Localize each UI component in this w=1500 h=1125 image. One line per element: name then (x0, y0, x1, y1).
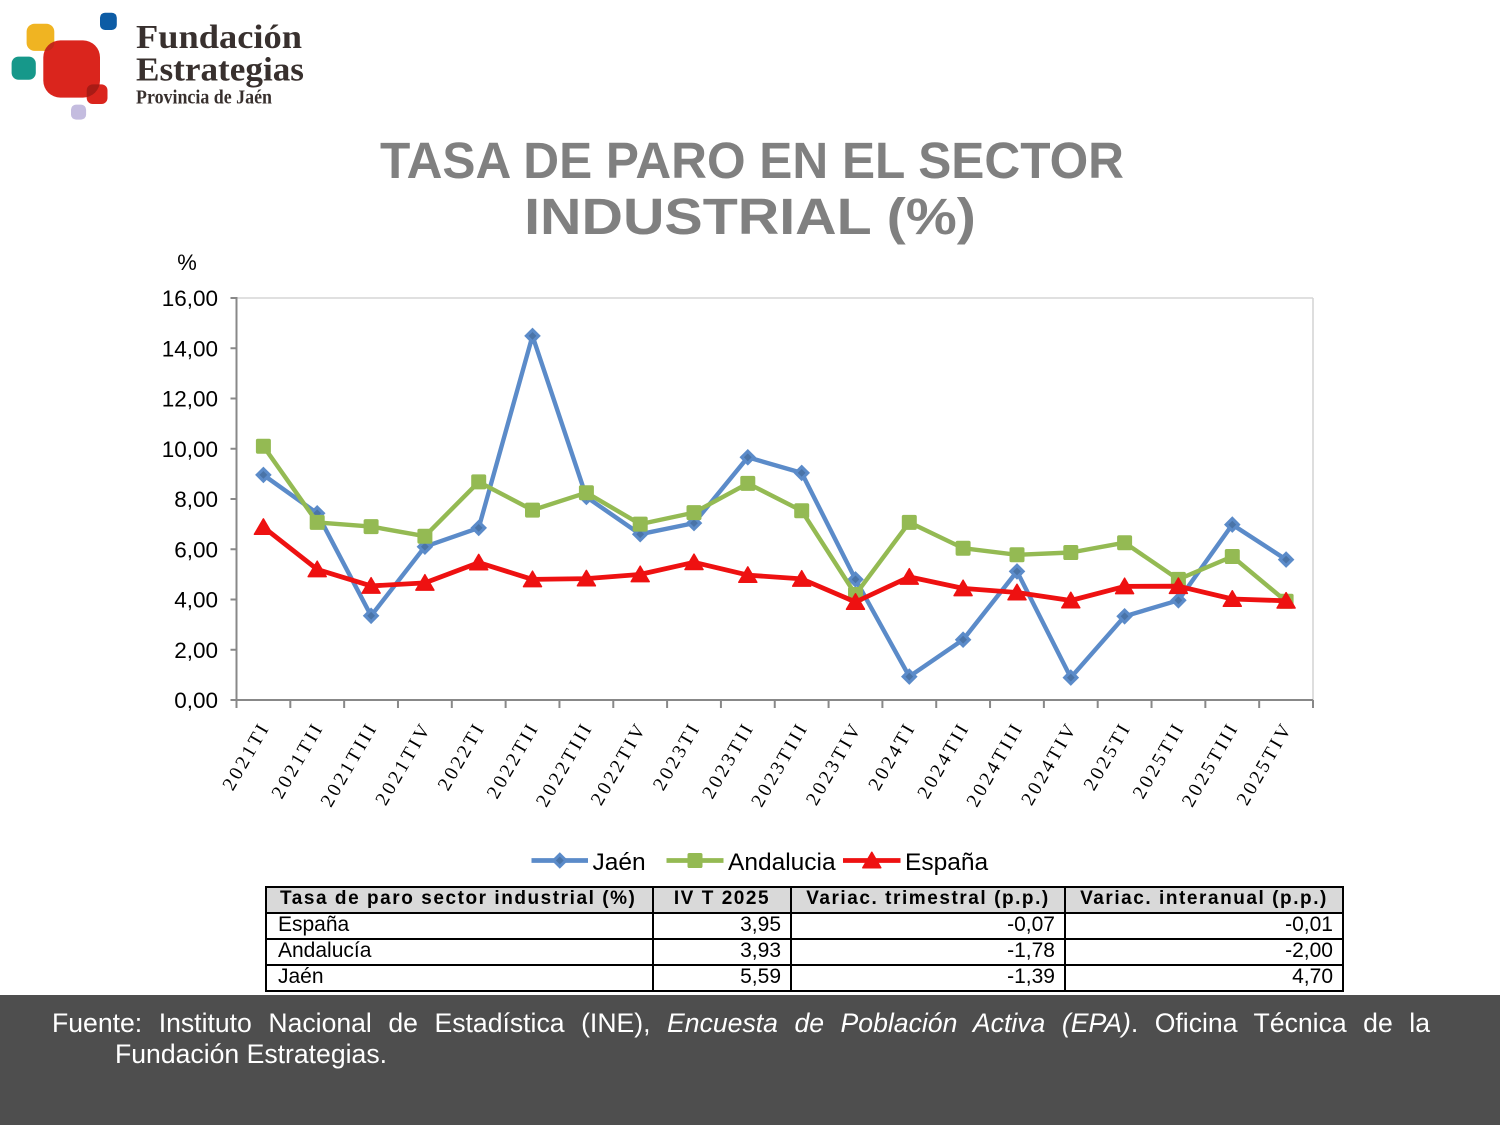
svg-text:16,00: 16,00 (162, 286, 218, 311)
svg-text:2023TIV: 2023TIV (802, 719, 866, 810)
svg-text:2023TII: 2023TII (698, 719, 759, 803)
svg-text:Fundación: Fundación (136, 19, 302, 56)
svg-text:2025TIV: 2025TIV (1233, 719, 1297, 810)
svg-text:14,00: 14,00 (162, 336, 218, 361)
svg-text:4,00: 4,00 (174, 588, 218, 613)
svg-text:2022TII: 2022TII (483, 719, 544, 803)
svg-text:2024TII: 2024TII (914, 719, 975, 803)
svg-text:2021TI: 2021TI (219, 719, 275, 795)
svg-text:Provincia de Jaén: Provincia de Jaén (136, 87, 272, 109)
svg-text:2025TI: 2025TI (1080, 719, 1136, 795)
svg-text:10,00: 10,00 (162, 437, 218, 462)
svg-text:Andalucia: Andalucia (728, 849, 836, 876)
svg-text:0,00: 0,00 (174, 688, 218, 713)
svg-text:2025TII: 2025TII (1129, 719, 1190, 803)
svg-text:12,00: 12,00 (162, 387, 218, 412)
svg-text:2,00: 2,00 (174, 638, 218, 663)
svg-text:8,00: 8,00 (174, 487, 218, 512)
svg-text:2024TI: 2024TI (865, 719, 921, 795)
svg-text:2021TIV: 2021TIV (372, 719, 436, 810)
svg-text:2021TII: 2021TII (268, 719, 329, 803)
svg-text:2024TIV: 2024TIV (1018, 719, 1082, 810)
svg-text:2023TI: 2023TI (649, 719, 705, 795)
svg-text:%: % (177, 250, 197, 275)
svg-text:6,00: 6,00 (174, 537, 218, 562)
svg-text:Estrategias: Estrategias (136, 52, 304, 89)
svg-text:2022TIV: 2022TIV (587, 719, 651, 810)
svg-text:2022TI: 2022TI (434, 719, 490, 795)
svg-text:Jaén: Jaén (593, 849, 646, 876)
svg-text:España: España (905, 849, 988, 876)
